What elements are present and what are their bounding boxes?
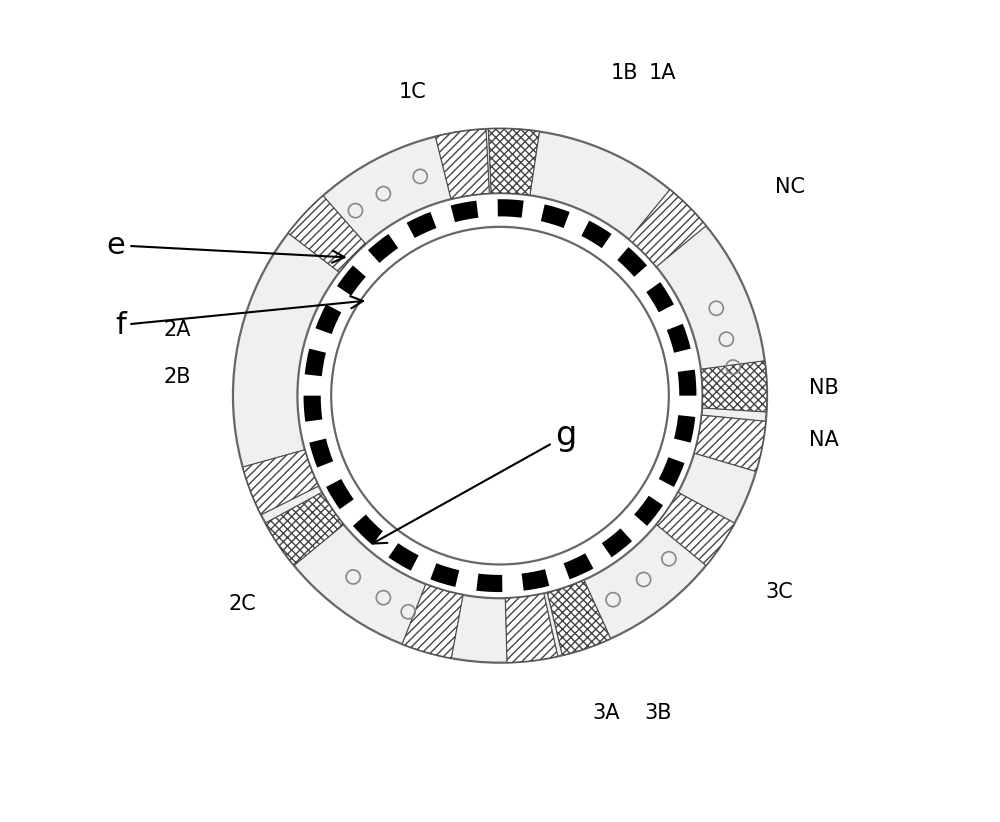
Wedge shape xyxy=(581,220,612,248)
Wedge shape xyxy=(674,415,695,443)
Wedge shape xyxy=(368,234,398,263)
Wedge shape xyxy=(326,479,354,509)
Wedge shape xyxy=(243,450,319,515)
Wedge shape xyxy=(353,515,383,544)
Text: 3C: 3C xyxy=(765,582,793,602)
Wedge shape xyxy=(430,563,459,587)
Wedge shape xyxy=(304,395,322,422)
Wedge shape xyxy=(305,349,326,376)
Wedge shape xyxy=(656,492,735,566)
Circle shape xyxy=(297,193,703,598)
Text: 2C: 2C xyxy=(228,594,256,614)
Wedge shape xyxy=(498,199,524,218)
Wedge shape xyxy=(337,266,366,296)
Wedge shape xyxy=(505,593,558,663)
Text: 1C: 1C xyxy=(399,81,426,102)
Circle shape xyxy=(331,227,669,565)
Wedge shape xyxy=(701,361,767,412)
Wedge shape xyxy=(435,129,489,199)
Text: NA: NA xyxy=(809,430,839,450)
Wedge shape xyxy=(402,584,463,658)
Text: 2B: 2B xyxy=(164,367,191,387)
Text: 3A: 3A xyxy=(592,704,620,723)
Wedge shape xyxy=(451,201,478,222)
Wedge shape xyxy=(634,496,663,526)
Text: 1A: 1A xyxy=(649,63,676,83)
Wedge shape xyxy=(694,415,766,472)
Wedge shape xyxy=(522,569,549,591)
Text: e: e xyxy=(107,231,345,263)
Wedge shape xyxy=(541,205,570,228)
Wedge shape xyxy=(667,324,691,353)
Wedge shape xyxy=(602,529,632,557)
Wedge shape xyxy=(476,574,502,592)
Wedge shape xyxy=(388,543,419,570)
Wedge shape xyxy=(547,580,611,655)
Wedge shape xyxy=(309,439,333,468)
Wedge shape xyxy=(617,247,647,277)
Text: g: g xyxy=(372,419,576,543)
Text: 1B: 1B xyxy=(611,63,638,83)
Wedge shape xyxy=(288,196,366,272)
Wedge shape xyxy=(564,553,593,580)
Wedge shape xyxy=(629,190,706,267)
Wedge shape xyxy=(659,457,685,487)
Text: NB: NB xyxy=(809,378,839,398)
Wedge shape xyxy=(646,282,674,312)
Text: f: f xyxy=(115,296,363,339)
Wedge shape xyxy=(315,304,341,334)
Text: 3B: 3B xyxy=(644,704,672,723)
Wedge shape xyxy=(678,370,696,395)
Wedge shape xyxy=(265,492,344,566)
Wedge shape xyxy=(407,212,436,238)
Text: NC: NC xyxy=(775,177,805,197)
Wedge shape xyxy=(488,128,539,196)
Text: 2A: 2A xyxy=(164,320,191,339)
Circle shape xyxy=(233,128,767,663)
